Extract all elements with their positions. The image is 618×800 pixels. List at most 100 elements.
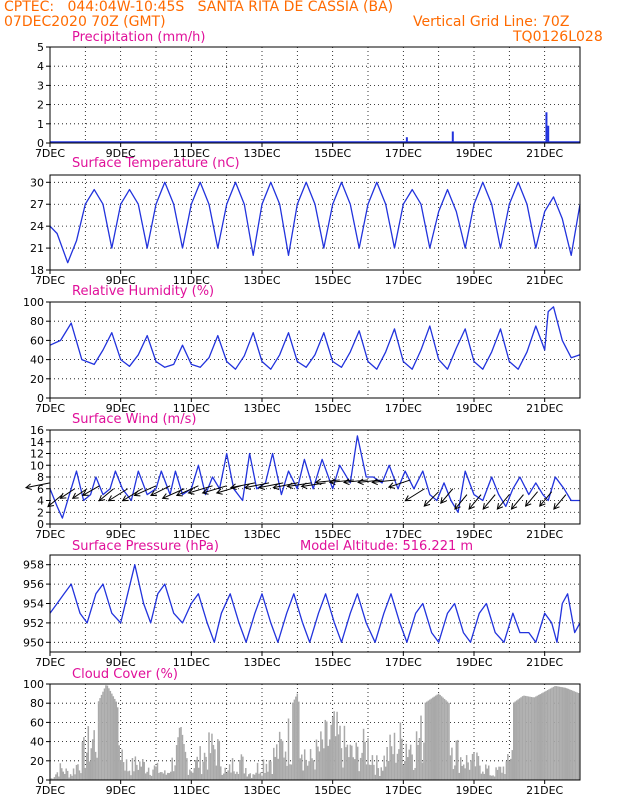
cloud-bar (71, 775, 73, 780)
cloud-bar (328, 739, 331, 780)
x-tick-label: 7DEC (35, 402, 65, 415)
wind-vector (329, 479, 354, 483)
cloud-bar (490, 775, 493, 780)
x-tick-label: 15DEC (314, 147, 351, 160)
y-tick-label: 4 (37, 60, 44, 73)
wind-arrowhead (553, 503, 560, 510)
panel-2: Relative Humidity (%) 0 20 40 60 80 100 7DEC 9DE… (23, 284, 581, 415)
cloud-bar (551, 687, 553, 780)
cloud-bar (103, 688, 106, 780)
cloud-bar (327, 745, 329, 780)
cloud-bar (312, 760, 315, 780)
cloud-bar (239, 759, 241, 780)
cloud-bar (56, 772, 59, 780)
cloud-bar (436, 694, 438, 780)
cloud-bar (446, 701, 449, 780)
cloud-bar (331, 717, 334, 780)
cloud-bar (167, 772, 169, 780)
wind-vector (454, 494, 468, 510)
wind-arrowhead (81, 490, 89, 496)
cloud-bar (427, 700, 430, 780)
cloud-bar (271, 774, 274, 780)
cloud-bar (549, 688, 552, 780)
x-tick-label: 9DEC (106, 147, 136, 160)
cloud-bar (571, 690, 574, 780)
cloud-bar (240, 754, 243, 780)
cloud-bar (143, 761, 145, 780)
cloud-bar (286, 765, 288, 780)
cloud-bar (230, 772, 232, 780)
x-tick-label: 13DEC (243, 147, 280, 160)
wind-vector (287, 482, 312, 487)
cloud-bar (277, 758, 279, 780)
wind-arrowhead (286, 482, 294, 490)
cloud-bar (523, 695, 525, 780)
cloud-bar (367, 738, 369, 780)
x-tick-label: 9DEC (106, 402, 136, 415)
wind-vector (482, 494, 496, 510)
x-tick-label: 9DEC (106, 784, 136, 797)
cloud-bar (342, 767, 344, 780)
y-tick-label: 12 (30, 448, 44, 461)
y-tick-label: 60 (30, 716, 44, 729)
wind-arrowhead (187, 488, 195, 495)
cloud-bar (299, 758, 302, 780)
cloud-bar (75, 764, 78, 780)
x-tick-label: 21DEC (526, 274, 563, 287)
cloud-bar (384, 766, 387, 780)
cloud-bar (373, 764, 375, 780)
cloud-bar (355, 742, 357, 780)
cloud-bar (63, 773, 66, 780)
wind-vector (525, 491, 538, 507)
cloud-bar (181, 734, 184, 780)
cloud-bar (376, 755, 378, 780)
header-station: CPTEC: 044:04W-10:45S SANTA RITA DE CASS… (4, 0, 394, 15)
cloud-bar (165, 774, 168, 780)
y-tick-label: 10 (30, 459, 44, 472)
cloud-bar (499, 766, 502, 780)
cloud-bar (242, 756, 244, 780)
wind-arrowhead (454, 503, 461, 510)
cloud-bar (421, 762, 424, 780)
cloud-bar (130, 775, 132, 780)
x-tick-label: 15DEC (314, 656, 351, 669)
cloud-bar (467, 762, 469, 780)
cloud-bar (574, 691, 577, 780)
cloud-bar (383, 755, 385, 780)
y-tick-label: 27 (30, 198, 44, 211)
wind-arrowhead (161, 493, 169, 500)
cloud-bar (74, 774, 76, 780)
cloud-bar (189, 769, 191, 780)
cloud-bar (454, 765, 456, 780)
cloud-bar (493, 776, 496, 780)
cloud-bar (532, 697, 534, 780)
cloud-bar (248, 774, 250, 780)
wind-vector (273, 482, 298, 489)
cloud-bar (81, 742, 84, 780)
x-tick-label: 21DEC (526, 402, 563, 415)
cloud-bar (109, 690, 112, 780)
cloud-bar (371, 755, 374, 780)
wind-arrowhead (121, 495, 129, 502)
cloud-bar (340, 748, 343, 780)
x-tick-label: 7DEC (35, 656, 65, 669)
cloud-bar (445, 700, 447, 780)
cloud-bar (186, 758, 188, 780)
cloud-bar (449, 755, 452, 780)
wind-arrowhead (59, 492, 67, 499)
wind-arrowhead (229, 483, 237, 490)
cloud-bar (162, 773, 165, 780)
wind-arrowhead (524, 500, 532, 507)
cloud-bar (203, 752, 206, 780)
wind-vector (405, 488, 425, 502)
cloud-bar (498, 766, 500, 780)
cloud-bar (470, 760, 472, 780)
cloud-bar (50, 778, 53, 780)
cloud-bar (193, 768, 196, 780)
y-tick-label: 2 (37, 506, 44, 519)
y-tick-label: 80 (30, 315, 44, 328)
cloud-bar (432, 697, 434, 780)
cloud-bar (573, 691, 575, 780)
x-tick-label: 13DEC (243, 274, 280, 287)
cloud-bar (393, 732, 396, 780)
